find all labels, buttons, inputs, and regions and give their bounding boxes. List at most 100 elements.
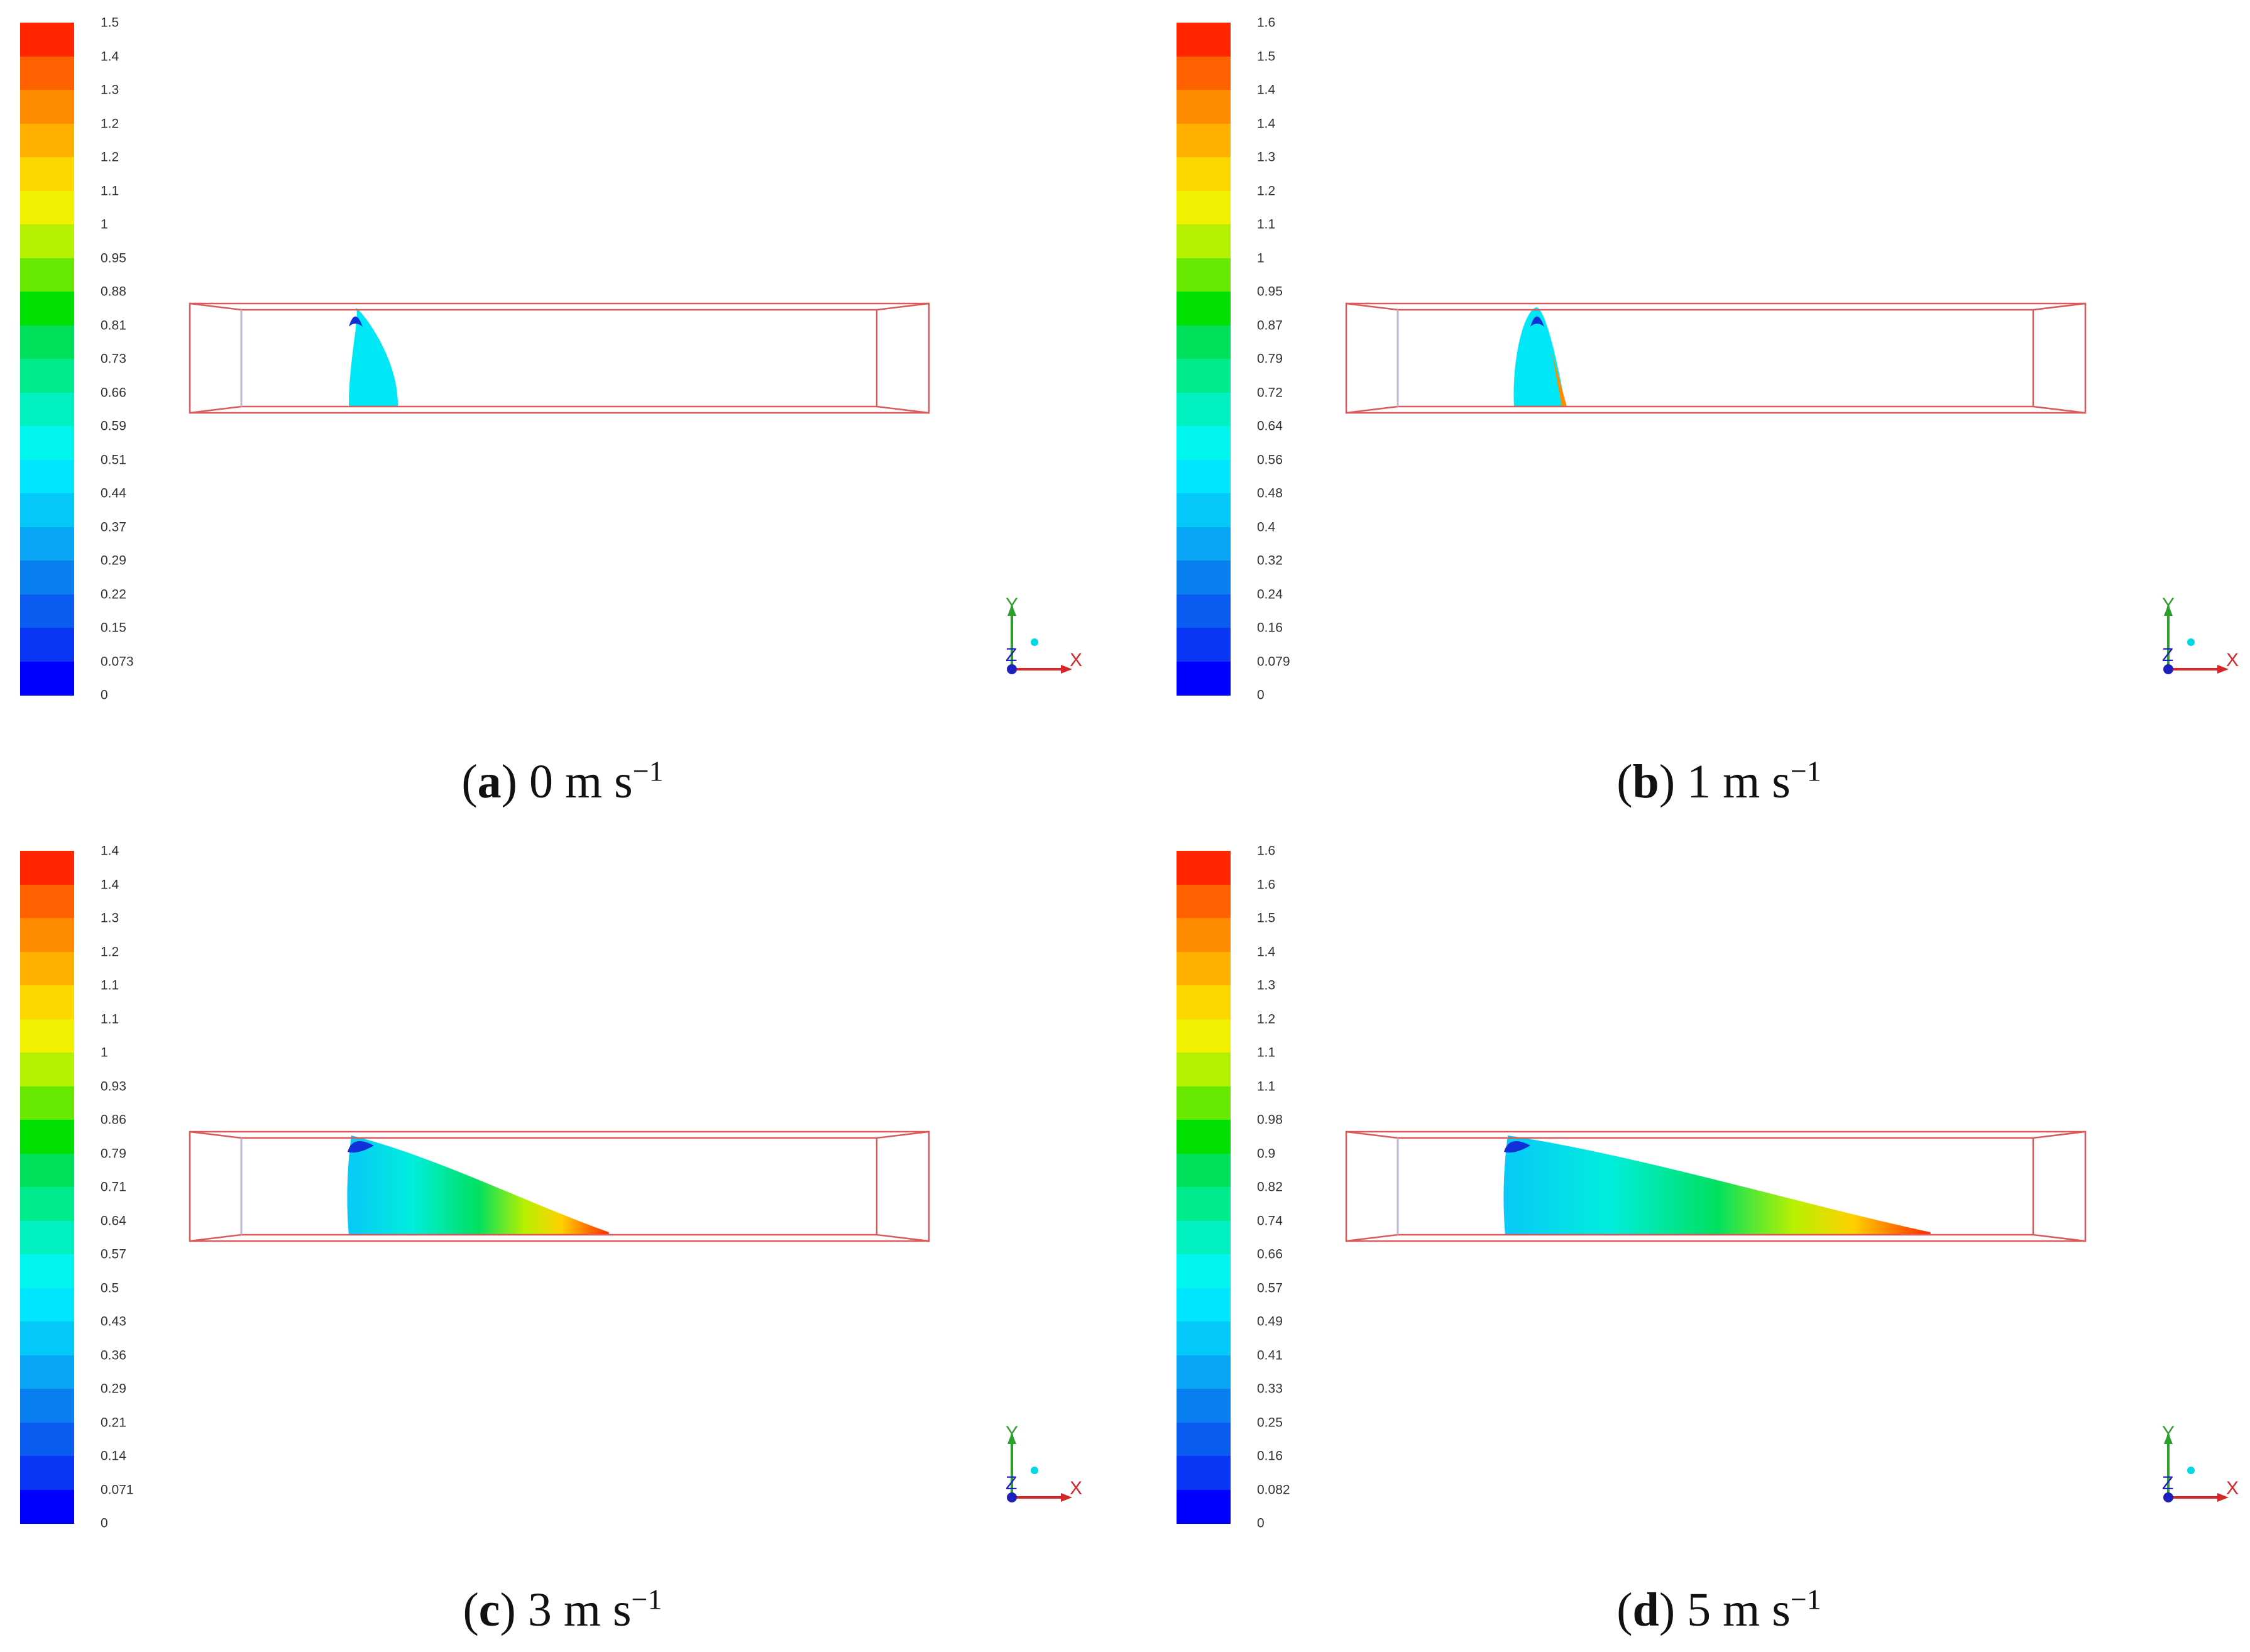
colorbar-segment [20, 1086, 74, 1120]
colorbar-segment [1177, 918, 1231, 952]
colorbar-segment [1177, 661, 1231, 696]
colorbar [1177, 851, 1231, 1524]
colorbar-tick-label: 0.5 [101, 1281, 119, 1295]
colorbar-segment [20, 951, 74, 986]
colorbar-segment [1177, 459, 1231, 494]
colorbar-segment [20, 1220, 74, 1255]
colorbar-segment [1177, 123, 1231, 158]
axis-label-z: Z [2162, 1473, 2173, 1494]
colorbar-tick-label: 1.3 [101, 911, 119, 926]
colorbar-segment [1177, 292, 1231, 325]
colorbar-tick-label: 0 [1257, 1516, 1265, 1531]
axis-label-x: X [2226, 1478, 2239, 1499]
colorbar-segment [20, 594, 74, 628]
colorbar-tick-label: 0.74 [1257, 1213, 1283, 1228]
colorbar-segment [20, 157, 74, 191]
colorbar-segment [20, 918, 74, 952]
colorbar-tick-label: 0.21 [101, 1415, 126, 1430]
colorbar-tick-label: 1.6 [1257, 843, 1276, 858]
axis-label-y: Y [1006, 594, 1018, 615]
colorbar-segment [1177, 1456, 1231, 1490]
colorbar-segment [20, 1489, 74, 1524]
domain-view: Y Z X [1345, 302, 2239, 674]
colorbar-ticks: 1.5 1.4 1.3 1.2 1.2 1.1 1 0.95 0.88 0.81 0.73 0.66 0… [101, 16, 201, 714]
colorbar-tick-label: 0.95 [101, 251, 126, 265]
colorbar-tick-label: 1.4 [1257, 82, 1276, 97]
colorbar-tick-label: 0.29 [101, 1381, 126, 1396]
colorbar [20, 851, 74, 1524]
colorbar-segment [20, 123, 74, 158]
colorbar-segment [1177, 1321, 1231, 1355]
colorbar-tick-label: 0.4 [1257, 520, 1276, 534]
colorbar-segment [20, 56, 74, 90]
colorbar-tick-label: 0.33 [1257, 1381, 1283, 1396]
colorbar-tick-label: 0.082 [1257, 1482, 1290, 1497]
colorbar-tick-label: 1.6 [1257, 15, 1276, 30]
colorbar-segment [20, 1355, 74, 1389]
colorbar-tick-label: 0.71 [101, 1179, 126, 1195]
colorbar-segment [20, 1187, 74, 1221]
panel-caption: (d) 5 m s−1 [1616, 1583, 1821, 1636]
colorbar-tick-label: 1.5 [1257, 49, 1276, 63]
colorbar-segment [1177, 1489, 1231, 1524]
panel-letter: a [477, 755, 502, 808]
colorbar-segment [20, 884, 74, 919]
colorbar-segment [1177, 1254, 1231, 1288]
colorbar-segment [20, 1019, 74, 1053]
panel-c: 1.4 1.4 1.3 1.2 1.1 1.1 1 0.93 0.86 0.79 0.71 0.64 0… [0, 828, 1125, 1652]
colorbar-segment [20, 359, 74, 393]
axis-label-z: Z [1006, 645, 1017, 665]
colorbar-tick-label: 0.48 [1257, 486, 1283, 501]
colorbar-tick-label: 0.72 [1257, 385, 1283, 400]
colorbar-segment [1177, 1389, 1231, 1423]
colorbar-segment [20, 459, 74, 494]
panel-speed: 3 m s [527, 1584, 632, 1636]
axis-triad-icon: Y Z X [2162, 594, 2239, 674]
colorbar-segment [20, 1053, 74, 1086]
spray-plume [349, 307, 398, 407]
colorbar-segment [1177, 1153, 1231, 1188]
colorbar-segment [1177, 1355, 1231, 1389]
colorbar-tick-label: 0.79 [101, 1146, 126, 1161]
colorbar-segment [20, 1288, 74, 1322]
axis-label-y: Y [2162, 1423, 2175, 1443]
domain-frame [1345, 302, 2087, 414]
colorbar-segment [1177, 56, 1231, 90]
colorbar-segment [1177, 325, 1231, 359]
colorbar-tick-label: 0.82 [1257, 1179, 1283, 1195]
colorbar-segment [20, 190, 74, 225]
colorbar-tick-label: 1.3 [1257, 150, 1276, 165]
colorbar-segment [20, 1389, 74, 1423]
colorbar-tick-label: 1.2 [101, 116, 119, 131]
colorbar-segment [1177, 190, 1231, 225]
colorbar-tick-label: 1.2 [1257, 183, 1276, 198]
colorbar-segment [20, 90, 74, 124]
colorbar-tick-label: 0.071 [101, 1482, 134, 1497]
colorbar-tick-label: 1.1 [1257, 217, 1276, 232]
domain-frame [189, 302, 930, 414]
colorbar-tick-label: 0.88 [101, 284, 126, 299]
colorbar-tick-label: 0.56 [1257, 452, 1283, 467]
panel-caption: (c) 3 m s−1 [463, 1583, 662, 1636]
colorbar [20, 23, 74, 696]
colorbar-tick-label: 0.16 [1257, 620, 1283, 635]
colorbar-tick-label: 1.1 [1257, 1045, 1276, 1060]
colorbar-tick-label: 0.98 [1257, 1112, 1283, 1127]
domain-view: Y Z X [189, 1130, 1082, 1502]
unit-exponent: −1 [632, 755, 664, 787]
axis-triad-icon: Y Z X [1006, 1423, 1082, 1502]
colorbar-segment [1177, 23, 1231, 57]
colorbar-tick-label: 1.2 [101, 150, 119, 165]
domain-frame [1345, 1130, 2087, 1242]
panel-speed: 5 m s [1687, 1584, 1791, 1636]
domain-frame [189, 1130, 930, 1242]
panel-letter: b [1632, 755, 1659, 808]
colorbar-tick-label: 0.29 [101, 553, 126, 568]
colorbar-segment [20, 23, 74, 57]
colorbar-segment [1177, 1053, 1231, 1086]
colorbar-segment [1177, 1288, 1231, 1322]
colorbar-tick-label: 0.93 [101, 1079, 126, 1093]
colorbar-segment [1177, 985, 1231, 1019]
colorbar-tick-label: 0.24 [1257, 587, 1283, 601]
panel-letter: c [478, 1584, 500, 1636]
